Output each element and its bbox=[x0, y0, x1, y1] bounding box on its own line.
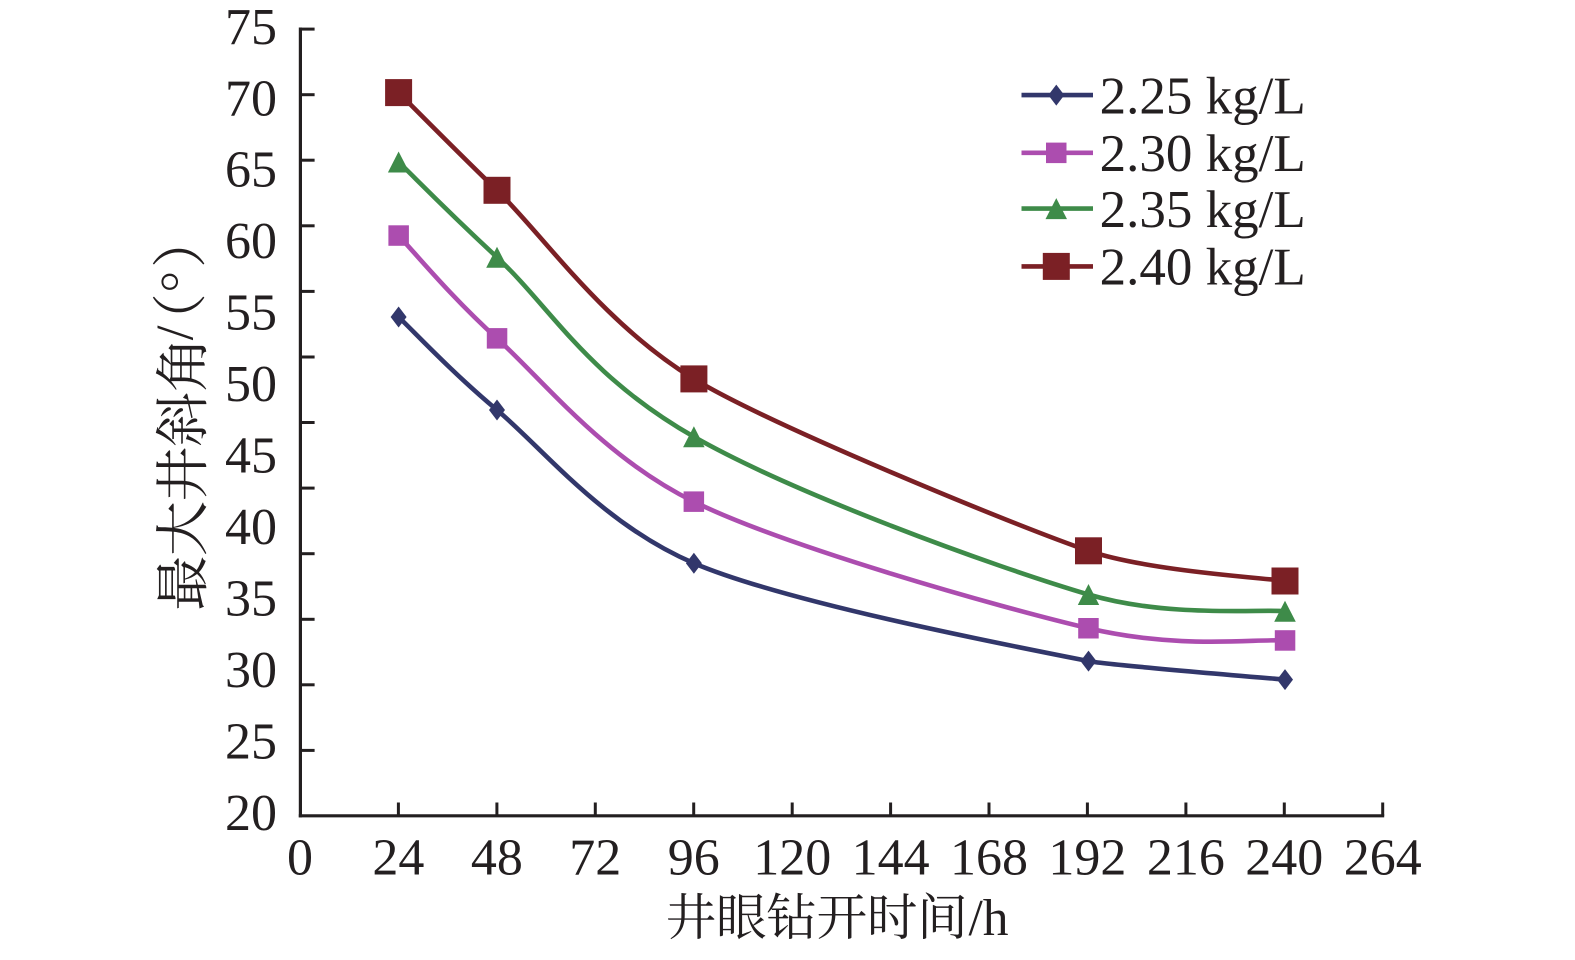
svg-text:25: 25 bbox=[225, 714, 277, 771]
svg-text:120: 120 bbox=[753, 830, 831, 887]
svg-text:0: 0 bbox=[287, 830, 313, 887]
svg-text:75: 75 bbox=[225, 0, 277, 56]
svg-text:144: 144 bbox=[852, 830, 930, 887]
svg-text:20: 20 bbox=[225, 785, 277, 842]
svg-text:240: 240 bbox=[1245, 830, 1323, 887]
svg-text:24: 24 bbox=[372, 830, 424, 887]
svg-text:50: 50 bbox=[225, 356, 277, 413]
svg-text:45: 45 bbox=[225, 428, 277, 485]
svg-text:40: 40 bbox=[225, 499, 277, 556]
svg-text:96: 96 bbox=[668, 830, 720, 887]
svg-text:70: 70 bbox=[225, 70, 277, 127]
svg-text:264: 264 bbox=[1344, 830, 1422, 887]
svg-text:35: 35 bbox=[225, 571, 277, 628]
svg-text:2.35 kg/L: 2.35 kg/L bbox=[1100, 181, 1306, 239]
svg-text:2.30 kg/L: 2.30 kg/L bbox=[1100, 125, 1306, 183]
svg-text:2.40 kg/L: 2.40 kg/L bbox=[1100, 239, 1306, 297]
svg-text:216: 216 bbox=[1147, 830, 1225, 887]
svg-text:30: 30 bbox=[225, 642, 277, 699]
svg-text:168: 168 bbox=[950, 830, 1028, 887]
svg-text:192: 192 bbox=[1048, 830, 1126, 887]
svg-text:60: 60 bbox=[225, 213, 277, 270]
svg-text:55: 55 bbox=[225, 285, 277, 342]
svg-text:72: 72 bbox=[569, 830, 621, 887]
svg-text:2.25 kg/L: 2.25 kg/L bbox=[1100, 67, 1306, 125]
svg-text:65: 65 bbox=[225, 142, 277, 199]
svg-text:/h: /h bbox=[969, 890, 1009, 947]
svg-text:/: / bbox=[147, 325, 205, 340]
svg-text:48: 48 bbox=[471, 830, 523, 887]
